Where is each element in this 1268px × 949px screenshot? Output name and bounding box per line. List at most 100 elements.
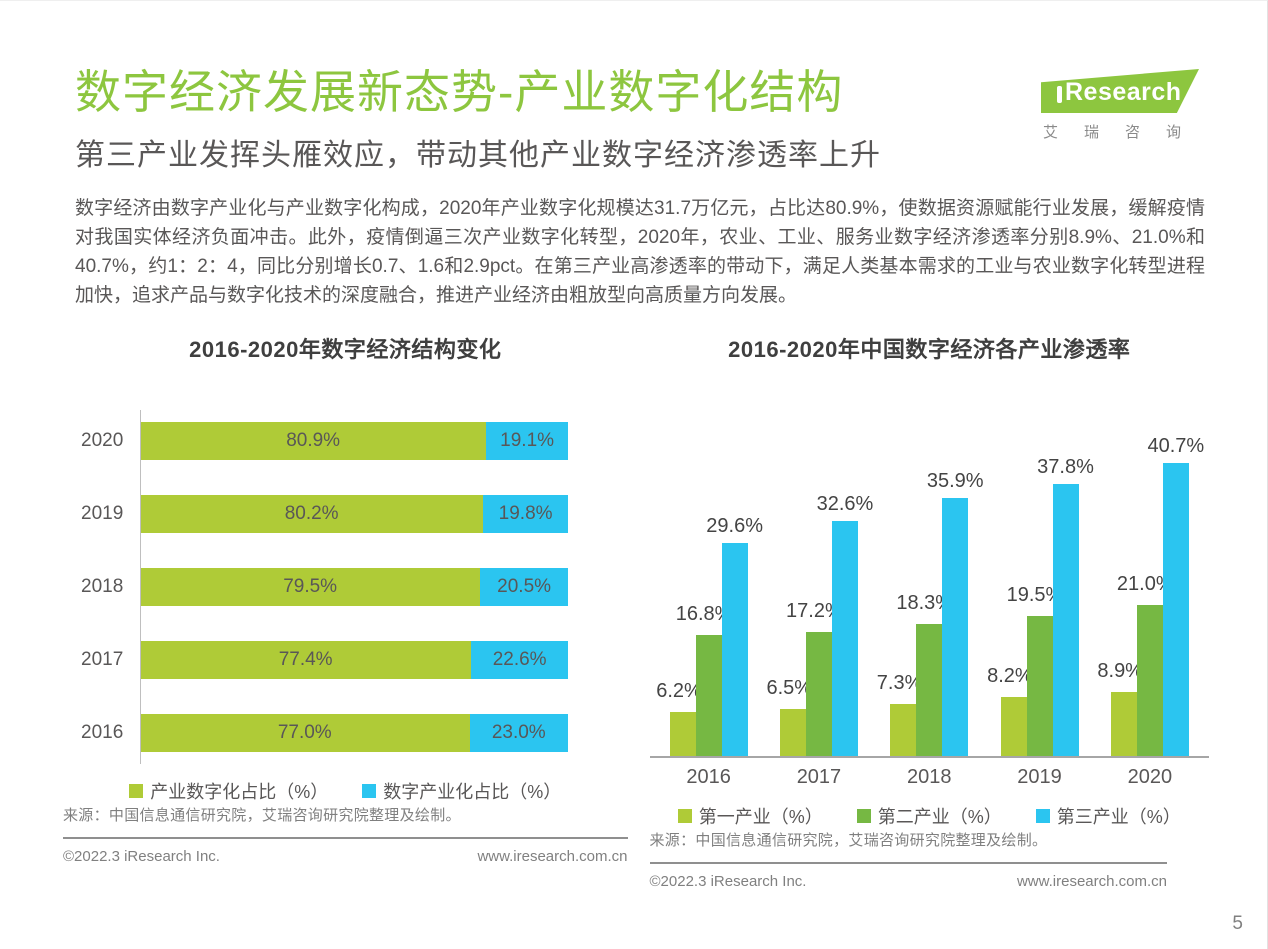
structure-chart-legend: 产业数字化占比（%） 数字产业化占比（%） (63, 778, 628, 804)
segment-industrial-digitalization: 80.2% (140, 495, 484, 534)
legend-item: 第二产业（%） (856, 803, 1002, 829)
bar-series-3: 40.7% (1147, 435, 1204, 757)
bar-group-2019: 8.2% 19.5% 37.8% (987, 456, 1094, 757)
bar-series-2: 18.3% (896, 592, 953, 757)
x-axis-label: 2019 (1017, 766, 1062, 789)
value-label: 80.2% (284, 503, 339, 525)
value-label: 6.5% (766, 677, 813, 700)
legend-swatch-icon (677, 809, 692, 824)
stacked-bar: 80.9% 19.1% (140, 422, 568, 461)
legend-swatch-icon (1035, 809, 1050, 824)
footer-row: ©2022.3 iResearch Inc. www.iresearch.com… (650, 873, 1210, 890)
category-label: 2016 (81, 722, 124, 744)
x-axis-label: 2018 (906, 766, 952, 789)
value-label: 8.9% (1097, 660, 1143, 683)
header: 数字经济发展新态势-产业数字化结构 Research 艾瑞咨询 第三产业发挥头雁… (0, 1, 1267, 174)
x-axis-label: 2017 (796, 766, 842, 789)
legend-item: 第三产业（%） (1035, 803, 1181, 829)
bar-row-2018: 2018 79.5% 20.5% (63, 568, 628, 607)
bar-series-2: 16.8% (676, 603, 732, 757)
x-axis-label: 2016 (686, 766, 731, 789)
bar-row-2019: 2019 80.2% 19.8% (63, 495, 628, 534)
stacked-bar: 79.5% 20.5% (140, 568, 568, 607)
value-label: 18.3% (896, 592, 954, 615)
legend-swatch-icon (129, 784, 144, 799)
stacked-bar: 77.4% 22.6% (140, 641, 568, 680)
bar-group-2020: 8.9% 21.0% 40.7% (1097, 435, 1204, 757)
value-label: 80.9% (286, 430, 341, 452)
footer-divider (63, 837, 628, 840)
copyright-text: ©2022.3 iResearch Inc. (63, 848, 220, 866)
segment-digital-industrialization: 19.1% (486, 422, 568, 461)
segment-digital-industrialization: 19.8% (483, 495, 568, 534)
bar-series-1: 7.3% (877, 672, 922, 757)
iresearch-logo: Research 艾瑞咨询 (1029, 69, 1201, 142)
penetration-chart-footer: 来源：中国信息通信研究院，艾瑞咨询研究院整理及绘制。 ©2022.3 iRese… (649, 829, 1210, 890)
source-note: 来源：中国信息通信研究院，艾瑞咨询研究院整理及绘制。 (63, 807, 461, 825)
bar-row-2020: 2020 80.9% 19.1% (63, 422, 628, 461)
logo-green-shape: Research (1041, 69, 1199, 113)
segment-industrial-digitalization: 77.0% (140, 714, 470, 753)
value-label: 40.7% (1147, 435, 1205, 458)
value-label: 23.0% (491, 722, 546, 744)
charts-row: 2016-2020年数字经济结构变化 2020 80.9% 19.1% 2019 80.… (0, 310, 1267, 890)
footer-divider (649, 862, 1167, 865)
website-link[interactable]: www.iresearch.com.cn (477, 848, 628, 866)
value-label: 6.2% (656, 679, 702, 702)
category-label: 2020 (81, 430, 124, 452)
stacked-bar: 80.2% 19.8% (140, 495, 568, 534)
value-label: 37.8% (1037, 456, 1094, 479)
stacked-bar: 77.0% 23.0% (140, 714, 568, 753)
structure-chart-plot: 2020 80.9% 19.1% 2019 80.2% 19.8% 2018 79.5% 20.… (63, 410, 628, 765)
value-label: 19.8% (498, 503, 553, 525)
penetration-chart-panel: 2016-2020年中国数字经济各产业渗透率 6.2% 16.8% 29.6% 6.5… (649, 332, 1210, 890)
bar-group-2018: 7.3% 18.3% 35.9% (877, 470, 984, 757)
footer-row: ©2022.3 iResearch Inc. www.iresearch.com… (63, 848, 628, 865)
website-link[interactable]: www.iresearch.com.cn (1016, 873, 1167, 891)
page-title: 数字经济发展新态势-产业数字化结构 (75, 66, 844, 118)
bar-row-2017: 2017 77.4% 22.6% (63, 641, 628, 680)
copyright-text: ©2022.3 iResearch Inc. (649, 873, 807, 891)
value-label: 22.6% (492, 649, 547, 671)
bar-series-3: 35.9% (927, 470, 984, 757)
bar-row-2016: 2016 77.0% 23.0% (63, 714, 628, 753)
bar-series-2: 17.2% (786, 600, 843, 757)
segment-industrial-digitalization: 80.9% (140, 422, 487, 461)
value-label: 7.3% (876, 671, 923, 694)
bar-series-2: 19.5% (1007, 584, 1063, 757)
value-label: 21.0% (1116, 573, 1174, 595)
legend-label: 第一产业（%） (698, 807, 823, 828)
legend-label: 产业数字化占比（%） (150, 782, 329, 803)
value-label: 19.5% (1006, 583, 1064, 606)
segment-industrial-digitalization: 77.4% (140, 641, 472, 680)
segment-digital-industrialization: 22.6% (471, 641, 568, 680)
value-label: 32.6% (816, 493, 874, 516)
page-subtitle: 第三产业发挥头雁效应，带动其他产业数字经济渗透率上升 (75, 139, 881, 173)
bar-series-1: 8.2% (987, 665, 1033, 757)
legend-label: 第二产业（%） (877, 807, 1002, 828)
penetration-chart-xlabels: 2016 2017 2018 2019 2020 (650, 766, 1210, 789)
legend-item: 第一产业（%） (677, 803, 823, 829)
value-label: 20.5% (497, 576, 552, 598)
category-label: 2017 (81, 649, 124, 671)
bar-group-2016: 6.2% 16.8% 29.6% (656, 515, 763, 757)
value-label: 77.4% (278, 649, 333, 671)
logo-chinese-name: 艾瑞咨询 (1043, 124, 1208, 141)
bar-series-2: 21.0% (1117, 573, 1174, 757)
value-label: 29.6% (706, 515, 763, 538)
value-label: 17.2% (786, 600, 843, 623)
legend-swatch-icon (856, 809, 871, 824)
penetration-chart-legend: 第一产业（%） 第二产业（%） 第三产业（%） (650, 803, 1210, 829)
category-label: 2018 (81, 576, 124, 598)
value-label: 19.1% (500, 430, 555, 452)
legend-item: 产业数字化占比（%） (129, 778, 328, 804)
penetration-chart-title: 2016-2020年中国数字经济各产业渗透率 (728, 337, 1131, 363)
value-label: 8.2% (987, 665, 1033, 688)
category-label: 2019 (81, 503, 124, 525)
x-axis-label: 2020 (1127, 766, 1173, 789)
structure-chart-panel: 2016-2020年数字经济结构变化 2020 80.9% 19.1% 2019 80.… (63, 332, 628, 865)
structure-chart-y-axis (140, 410, 141, 765)
bar-series-3: 37.8% (1037, 456, 1094, 757)
penetration-chart-groups: 6.2% 16.8% 29.6% 6.5% 17.2% 32.6% 7.3% 18.3% 35.… (649, 435, 1209, 759)
